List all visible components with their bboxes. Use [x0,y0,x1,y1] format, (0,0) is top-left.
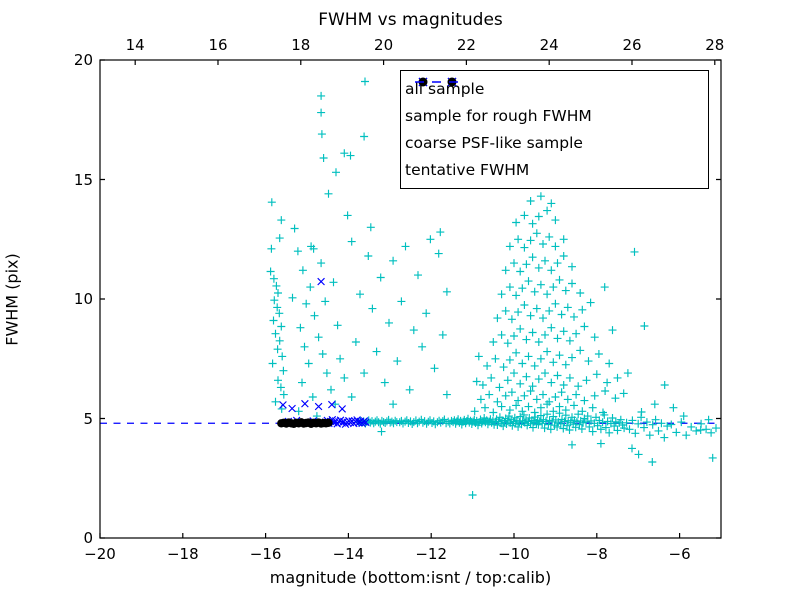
series-coarse-PSF-like-sample-points [277,418,333,428]
y-tick-20: 20 [73,51,93,69]
y-tick-10: 10 [73,290,93,308]
legend-label: sample for rough FWHM [405,106,592,125]
chart-title: FWHM vs magnitudes [318,10,503,30]
x-tick-bottom-−8: −8 [585,545,608,563]
x-tick-top-20: 20 [374,36,394,54]
y-tick-0: 0 [83,529,93,547]
series-all-sample-points [266,77,720,499]
legend-label: coarse PSF-like sample [405,134,583,153]
x-tick-bottom-−6: −6 [668,545,691,563]
x-tick-bottom-−10: −10 [498,545,530,563]
legend-marker-dash-icon [415,81,459,83]
y-tick-15: 15 [73,170,93,189]
x-tick-bottom-−12: −12 [415,545,448,563]
x-tick-top-22: 22 [456,36,476,54]
legend-box: all sample sample for rough FWHM coarse … [400,70,709,189]
x-tick-bottom-−16: −16 [249,545,282,563]
axis-ticks [99,59,721,539]
x-tick-bottom-−20: −20 [84,545,116,563]
legend-row-psf-sample: coarse PSF-like sample [401,77,708,157]
y-axis-label: FWHM (pix) [2,253,22,346]
x-tick-top-18: 18 [291,36,311,54]
legend-label: tentative FWHM [405,161,530,180]
legend-row-rough-fwhm: sample for rough FWHM [401,77,708,129]
x-tick-top-14: 14 [125,36,145,54]
x-tick-top-28: 28 [705,36,725,54]
y-tick-5: 5 [83,409,93,428]
x-axis-label: magnitude (bottom:isnt / top:calib) [269,568,552,587]
x-tick-top-26: 26 [622,36,642,54]
legend-row-tentative-fwhm: tentative FWHM [401,81,708,184]
x-tick-bottom-−18: −18 [166,545,199,563]
x-tick-top-24: 24 [539,36,559,54]
x-tick-bottom-−14: −14 [332,545,365,563]
x-tick-top-16: 16 [208,36,228,54]
